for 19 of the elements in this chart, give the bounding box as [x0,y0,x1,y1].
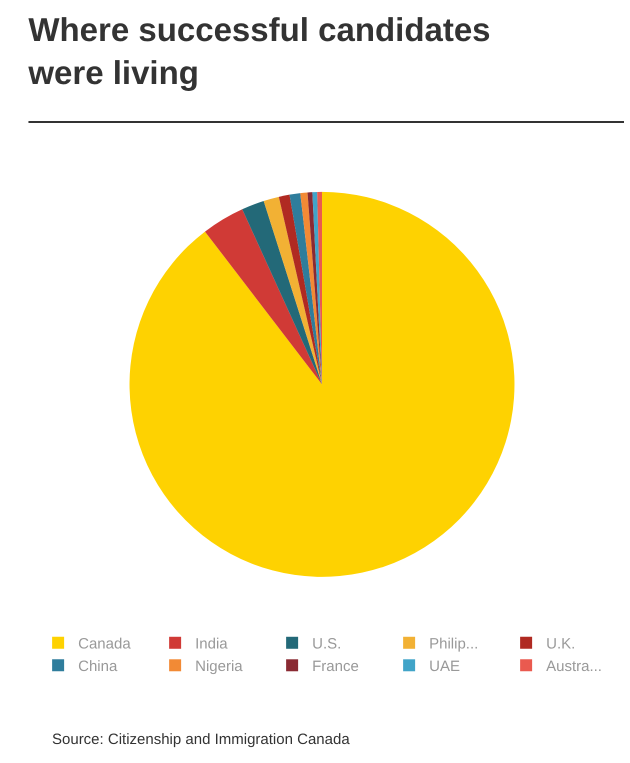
pie-slice [300,192,322,384]
pie-slice [130,192,514,577]
pie-slice [204,209,322,384]
legend-label: India [195,636,228,653]
source-note: Source: Citizenship and Immigration Canada [52,731,350,748]
legend-label: France [312,658,359,676]
legend-label: Austra... [546,658,602,676]
legend-label: U.S. [312,636,342,653]
legend-label: China [78,658,118,676]
pie-slice [290,193,322,384]
legend-label: U.K. [546,636,576,653]
legend-label: Philip... [429,636,478,653]
pie-slice [278,194,322,384]
legend-label: UAE [429,658,460,676]
legend-label: Canada [78,636,132,653]
pie-slice [264,196,322,384]
chart-title: Where successful candidates were living [27,11,491,92]
pie-slice [242,200,322,384]
legend-label: Nigeria [195,658,244,676]
